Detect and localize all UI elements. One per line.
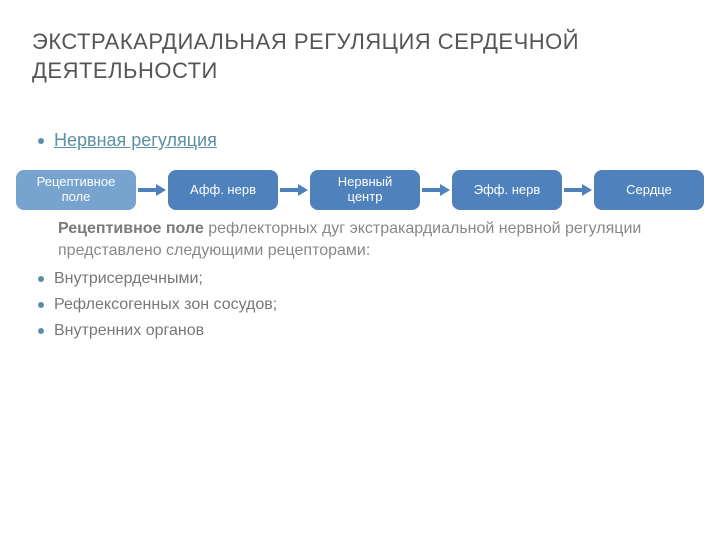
list-item-label: Рефлексогенных зон сосудов;	[54, 296, 277, 314]
bullet-dot-icon	[38, 138, 44, 144]
list-item: Внутрисердечными;	[38, 270, 277, 288]
description-bold: Рецептивное поле	[58, 220, 204, 237]
flow-node: Сердце	[594, 170, 704, 210]
arrow-right-icon	[138, 182, 166, 198]
list-item-label: Внутрисердечными;	[54, 270, 203, 288]
subtitle-text: Нервная регуляция	[54, 130, 217, 151]
description: Рецептивное поле рефлекторных дуг экстра…	[58, 218, 670, 263]
list-item: Рефлексогенных зон сосудов;	[38, 296, 277, 314]
page-title: ЭКСТРАКАРДИАЛЬНАЯ РЕГУЛЯЦИЯ СЕРДЕЧНОЙ ДЕ…	[32, 28, 680, 85]
bullet-dot-icon	[38, 276, 44, 282]
flow-node: Нервныйцентр	[310, 170, 420, 210]
bullet-list: Внутрисердечными; Рефлексогенных зон сосу…	[38, 270, 277, 348]
arrow-right-icon	[280, 182, 308, 198]
flow-node: Афф. нерв	[168, 170, 278, 210]
bullet-dot-icon	[38, 302, 44, 308]
flowchart: Рецептивноеполе Афф. нерв Нервныйцентр Эфф.…	[16, 170, 704, 210]
arrow-right-icon	[422, 182, 450, 198]
flow-node: Рецептивноеполе	[16, 170, 136, 210]
subtitle-row: Нервная регуляция	[38, 130, 217, 151]
flow-node: Эфф. нерв	[452, 170, 562, 210]
list-item-label: Внутренних органов	[54, 322, 204, 340]
arrow-right-icon	[564, 182, 592, 198]
list-item: Внутренних органов	[38, 322, 277, 340]
bullet-dot-icon	[38, 328, 44, 334]
